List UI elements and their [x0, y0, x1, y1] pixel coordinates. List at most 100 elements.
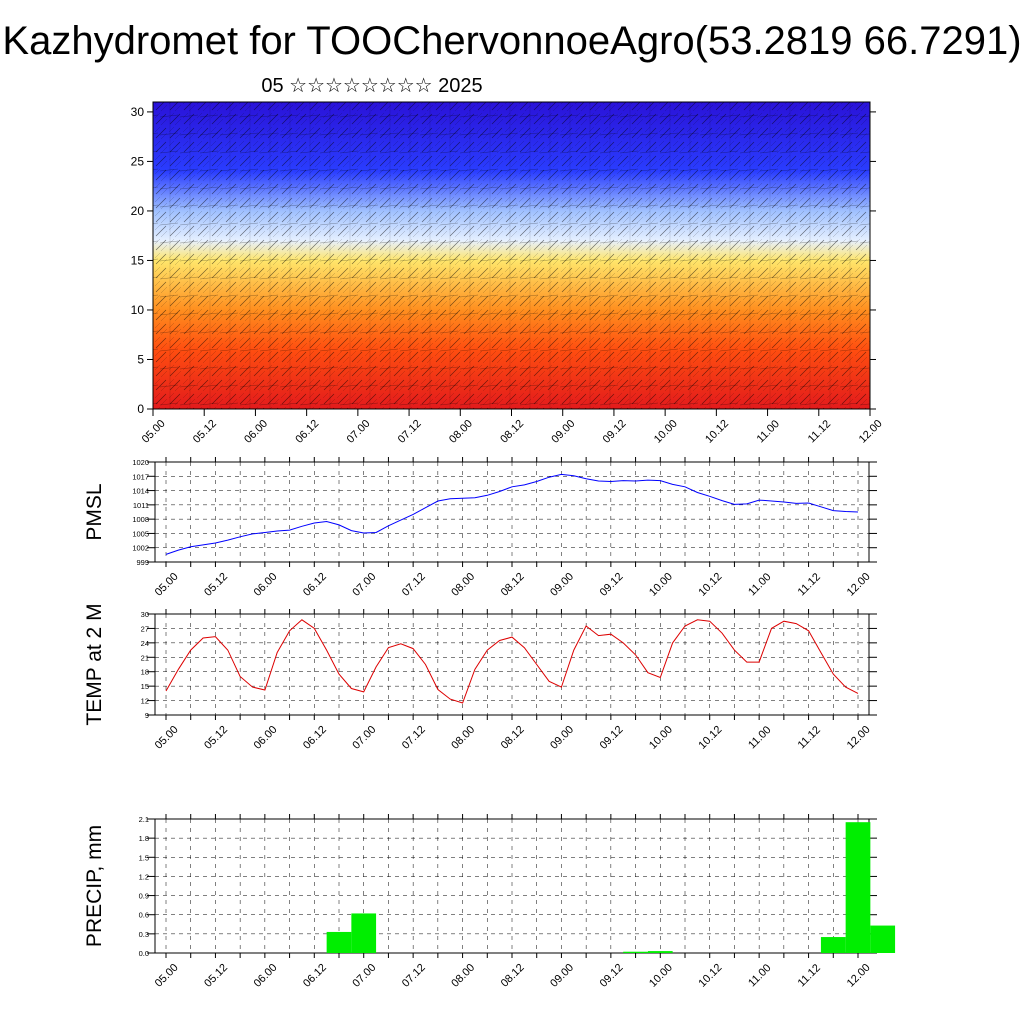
x-tick-label: 05.12 — [202, 962, 230, 990]
x-tick-label: 11.00 — [755, 418, 782, 445]
precip-bar — [326, 931, 352, 953]
x-tick-label: 06.12 — [301, 962, 329, 990]
x-tick-label: 10.12 — [696, 724, 724, 752]
x-tick-label: 09.00 — [548, 962, 576, 990]
y-axis-label: PRECIP, mm — [83, 825, 106, 947]
y-tick-label: 10 — [131, 303, 145, 317]
x-tick-label: 12.00 — [857, 418, 885, 446]
x-tick-label: 08.00 — [449, 571, 477, 599]
x-tick-label: 06.00 — [252, 962, 280, 990]
plot-frame — [154, 613, 870, 716]
x-tick-label: 08.00 — [449, 724, 477, 752]
y-tick-label: 1005 — [132, 529, 149, 538]
x-tick-label: 11.00 — [746, 724, 773, 751]
precip-bar — [647, 951, 673, 953]
y-axis-label: TEMP at 2 M — [83, 603, 106, 725]
x-tick-label: 12.00 — [845, 962, 873, 990]
x-tick-label: 12.00 — [845, 724, 873, 752]
x-tick-label: 12.00 — [845, 571, 873, 599]
x-tick-label: 10.00 — [647, 962, 675, 990]
y-tick-label: 1.5 — [139, 853, 149, 862]
precip-bar — [820, 937, 846, 953]
x-tick-label: 10.00 — [647, 571, 675, 599]
x-tick-label: 07.00 — [350, 571, 378, 599]
x-tick-label: 06.12 — [301, 724, 329, 752]
x-tick-label: 06.00 — [252, 724, 280, 752]
series-line — [165, 473, 859, 555]
x-tick-label: 09.12 — [598, 724, 626, 752]
x-tick-label: 09.12 — [598, 571, 626, 599]
y-tick-label: 0 — [137, 402, 144, 416]
y-tick-label: 21 — [141, 653, 149, 662]
precip-bar — [623, 951, 648, 953]
x-tick-label: 11.12 — [796, 724, 823, 751]
temperature-panel: 9 12 15 18 21 24 27 30 05.00 05.12 06.00 06.12 07.00… — [83, 603, 877, 752]
x-tick-label: 06.12 — [293, 418, 321, 446]
x-tick-label: 11.00 — [746, 962, 773, 989]
y-tick-label: 15 — [141, 682, 149, 691]
y-tick-label: 30 — [141, 610, 149, 619]
wind-streamlines — [153, 102, 870, 409]
x-tick-label: 10.12 — [703, 418, 731, 446]
y-axis-label: PMSL — [83, 483, 106, 540]
y-tick-label: 18 — [141, 668, 149, 677]
y-tick-label: 9 — [145, 711, 149, 720]
x-tick-label: 07.00 — [345, 418, 373, 446]
x-tick-label: 09.00 — [549, 418, 577, 446]
y-tick-label: 0.3 — [139, 930, 149, 939]
x-tick-label: 05.00 — [153, 571, 181, 599]
precip-bar — [845, 822, 871, 953]
y-tick-label: 12 — [141, 697, 149, 706]
x-tick-label: 08.12 — [499, 962, 527, 990]
cross-section-panel: 0 5 10 15 20 25 30 05.00 05.12 06.00 06.12 07.00 07.… — [131, 101, 885, 446]
x-tick-label: 06.00 — [242, 418, 270, 446]
precip-bar — [870, 925, 896, 953]
y-tick-label: 5 — [137, 352, 144, 366]
x-tick-label: 09.12 — [598, 962, 626, 990]
x-tick-label: 10.12 — [696, 571, 724, 599]
y-tick-label: 20 — [131, 204, 145, 218]
series-line — [165, 619, 859, 704]
y-tick-label: 1020 — [132, 458, 149, 467]
x-tick-label: 07.00 — [350, 724, 378, 752]
x-tick-label: 11.12 — [806, 418, 833, 445]
x-tick-label: 08.00 — [447, 418, 475, 446]
x-tick-label: 06.00 — [252, 571, 280, 599]
x-tick-label: 07.00 — [350, 962, 378, 990]
y-tick-label: 0.6 — [139, 911, 149, 920]
y-tick-label: 27 — [141, 624, 149, 633]
x-tick-label: 07.12 — [400, 571, 428, 599]
x-tick-label: 05.12 — [191, 418, 219, 446]
x-tick-label: 07.12 — [396, 418, 424, 446]
x-tick-label: 09.00 — [548, 724, 576, 752]
x-tick-label: 11.12 — [796, 571, 823, 598]
x-tick-label: 09.00 — [548, 571, 576, 599]
x-tick-label: 05.12 — [202, 571, 230, 599]
pmsl-panel: 999 1002 1005 1008 1011 1014 1017 1020 05.00 05.1… — [83, 457, 877, 599]
y-tick-label: 25 — [131, 154, 145, 168]
x-tick-label: 06.12 — [301, 571, 329, 599]
y-tick-label: 2.1 — [139, 815, 149, 824]
x-tick-label: 09.12 — [601, 418, 629, 446]
x-tick-label: 10.00 — [647, 724, 675, 752]
y-tick-label: 15 — [131, 253, 145, 267]
y-tick-label: 0.0 — [139, 949, 149, 958]
y-tick-label: 0.9 — [139, 892, 149, 901]
x-tick-label: 05.00 — [153, 724, 181, 752]
precip-bar — [351, 913, 377, 953]
y-tick-label: 24 — [141, 639, 149, 648]
x-tick-label: 08.12 — [499, 571, 527, 599]
x-tick-label: 11.00 — [746, 571, 773, 598]
y-tick-label: 1017 — [132, 472, 149, 481]
x-tick-label: 08.12 — [498, 418, 526, 446]
y-tick-label: 1011 — [133, 501, 149, 510]
y-tick-label: 1.2 — [139, 872, 149, 881]
x-tick-label: 05.00 — [140, 418, 168, 446]
page-subtitle: 05 ☆☆☆☆☆☆☆☆ 2025 — [261, 75, 482, 97]
y-tick-label: 999 — [136, 558, 149, 567]
y-tick-label: 1014 — [132, 487, 149, 496]
x-tick-label: 08.12 — [499, 724, 527, 752]
x-tick-label: 11.12 — [796, 962, 823, 989]
x-tick-label: 10.00 — [652, 418, 680, 446]
